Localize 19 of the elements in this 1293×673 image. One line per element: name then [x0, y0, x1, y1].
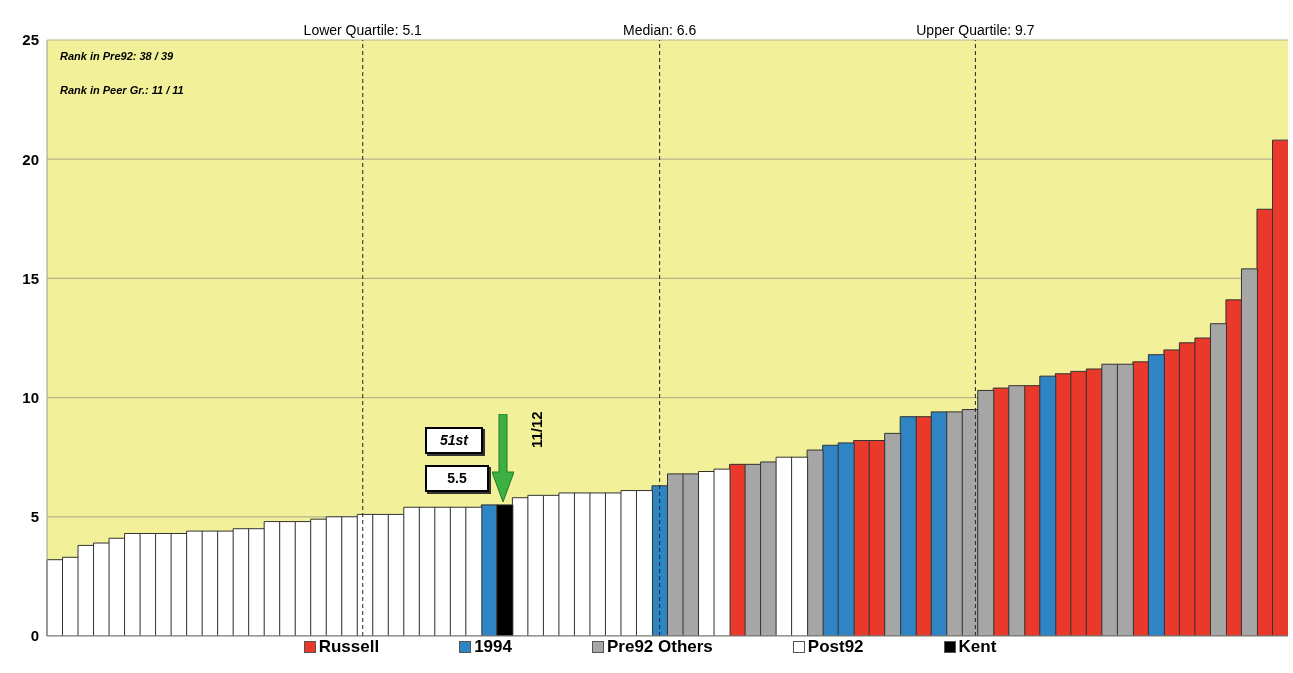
y-tick-label: 10 [22, 388, 39, 406]
annotation: Rank in Pre92: 38 / 39 [60, 50, 174, 62]
y-tick-label: 20 [22, 150, 39, 168]
legend-label: Kent [958, 637, 997, 657]
legend-label: Post92 [807, 637, 864, 657]
text: Lower Quartile: 5.1 [303, 22, 423, 38]
y-tick-label: 25 [22, 31, 39, 49]
annotation: 51st [425, 427, 483, 454]
y-tick-label: 15 [22, 269, 39, 287]
y-tick-label: 5 [30, 508, 39, 526]
legend-label: Russell [318, 637, 380, 657]
y-tick-label: 0 [30, 627, 39, 645]
legend-label: 1994 [474, 637, 512, 657]
legend-label: Pre92 Others [606, 637, 713, 657]
text: Median: 6.6 [623, 22, 697, 38]
text: Upper Quartile: 9.7 [916, 22, 1035, 38]
annotation: 11/12 [528, 411, 545, 448]
annotation: 5.5 [425, 465, 489, 492]
annotation: Rank in Peer Gr.: 11 / 11 [60, 84, 184, 96]
